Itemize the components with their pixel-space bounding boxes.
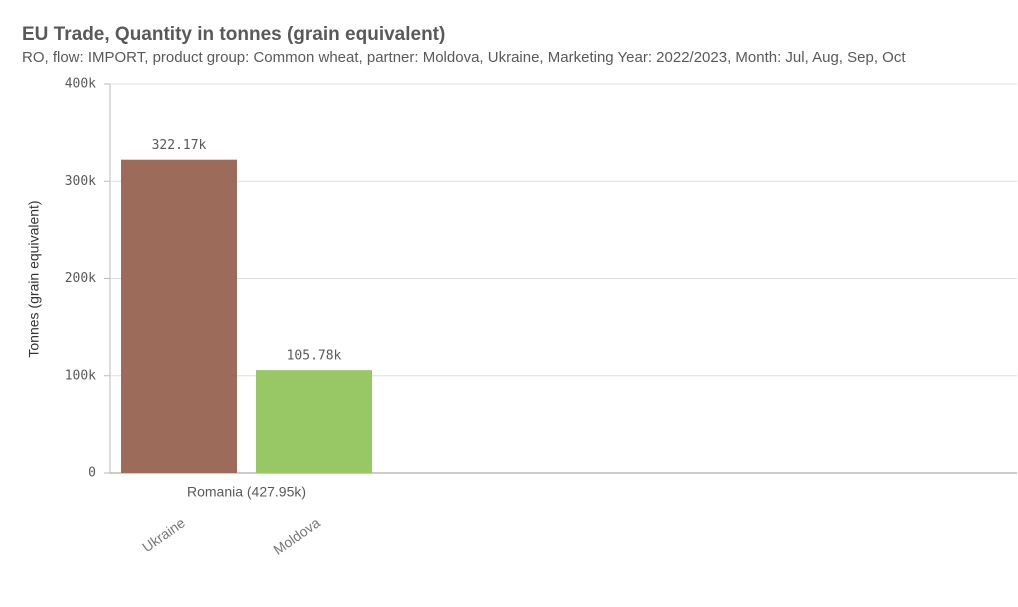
bar xyxy=(121,159,237,473)
chart-subtitle: RO, flow: IMPORT, product group: Common … xyxy=(22,49,906,66)
y-tick-label: 400k xyxy=(65,77,96,92)
y-tick-label: 300k xyxy=(65,174,96,189)
y-tick-label: 100k xyxy=(65,368,96,383)
x-tick-label: Romania (427.95k) xyxy=(187,484,306,500)
bar xyxy=(256,370,372,473)
chart-title: EU Trade, Quantity in tonnes (grain equi… xyxy=(22,24,445,45)
y-tick-label: 200k xyxy=(65,271,96,286)
legend-label: Ukraine xyxy=(139,514,188,555)
data-label: 322.17k xyxy=(152,138,207,153)
data-label: 105.78k xyxy=(287,349,342,364)
legend-label: Moldova xyxy=(270,514,323,558)
y-axis-label: Tonnes (grain equivalent) xyxy=(26,200,42,357)
y-tick-label: 0 xyxy=(88,466,96,481)
